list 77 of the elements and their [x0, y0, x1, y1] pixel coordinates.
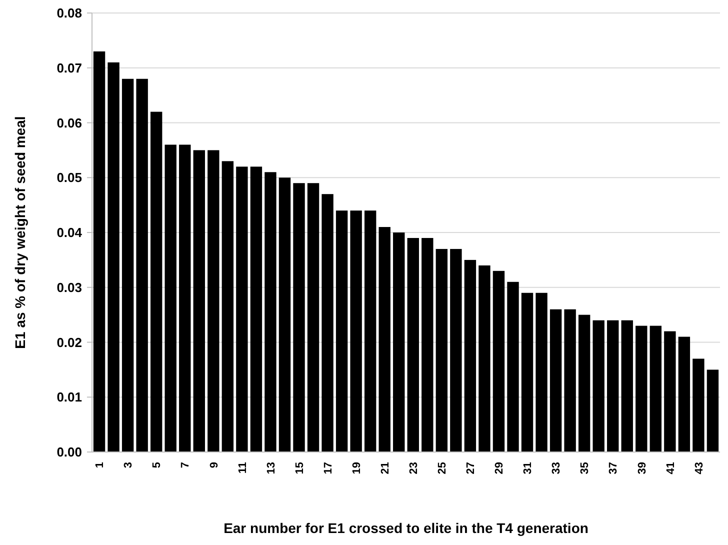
bar	[478, 265, 490, 452]
bar	[307, 183, 320, 452]
y-tick-label: 0.04	[56, 225, 83, 240]
y-tick-label: 0.07	[56, 60, 82, 76]
x-tick-label: 13	[265, 462, 278, 474]
y-tick-label: 0.03	[56, 280, 82, 295]
bar	[393, 232, 405, 452]
bar	[450, 248, 462, 452]
bar	[108, 62, 120, 452]
bar	[336, 210, 348, 452]
bar	[122, 78, 134, 452]
bar	[150, 112, 162, 452]
bar	[407, 238, 419, 452]
bar	[208, 150, 220, 452]
x-tick-label: 15	[294, 462, 306, 474]
bar	[93, 51, 106, 452]
bar	[550, 309, 562, 452]
x-tick-label: 7	[180, 462, 192, 468]
bar	[521, 292, 534, 452]
x-tick-label: 43	[693, 462, 706, 474]
x-tick-label: 35	[579, 462, 592, 474]
bar	[250, 166, 262, 452]
y-tick-label: 0.01	[56, 390, 82, 405]
bar	[136, 78, 148, 452]
bar	[664, 331, 676, 452]
y-axis-title: E1 as % of dry weight of seed meal	[12, 116, 28, 349]
y-tick-label: 0.05	[56, 170, 82, 186]
bar	[293, 183, 305, 452]
bar	[564, 309, 576, 452]
x-tick-label: 27	[465, 462, 478, 474]
x-tick-label: 33	[550, 462, 563, 474]
x-tick-label: 41	[664, 462, 677, 474]
bar	[692, 358, 704, 452]
bar	[578, 314, 590, 452]
x-tick-label: 39	[636, 462, 648, 474]
bar	[436, 248, 448, 452]
y-tick-label: 0.06	[56, 115, 82, 130]
y-tick-label: 0.00	[56, 444, 82, 460]
bar	[350, 210, 362, 452]
y-tick-label: 0.08	[56, 6, 82, 21]
bar	[422, 238, 434, 452]
bar	[264, 172, 276, 452]
bar	[706, 370, 719, 452]
bar	[222, 161, 234, 452]
x-axis-title: Ear number for E1 crossed to elite in the T4 generation	[224, 520, 588, 536]
x-tick-label: 23	[408, 462, 420, 474]
x-tick-label: 17	[322, 462, 334, 474]
x-tick-label: 11	[236, 462, 249, 474]
bar	[536, 292, 548, 452]
x-tick-label: 31	[522, 462, 534, 474]
x-tick-label: 9	[208, 462, 220, 468]
x-tick-label: 37	[608, 462, 620, 474]
bar	[164, 144, 176, 452]
x-tick-label: 1	[94, 462, 106, 468]
x-tick-label: 29	[494, 462, 506, 474]
bar	[179, 144, 191, 452]
bar	[636, 326, 648, 452]
bar	[278, 178, 291, 452]
bar	[492, 270, 505, 452]
bar	[607, 320, 619, 452]
bar	[378, 227, 390, 452]
x-tick-label: 3	[122, 462, 135, 468]
bar	[592, 320, 604, 452]
x-tick-label: 5	[151, 462, 164, 468]
bar	[650, 326, 662, 452]
y-tick-label: 0.02	[56, 334, 82, 350]
bar	[507, 282, 519, 452]
bar	[621, 320, 633, 452]
x-tick-label: 19	[350, 462, 363, 474]
bar	[678, 336, 690, 452]
bar	[364, 210, 376, 452]
bar	[193, 150, 205, 452]
bar	[322, 194, 334, 452]
x-tick-label: 21	[379, 462, 392, 474]
bar	[464, 260, 476, 452]
x-tick-label: 25	[436, 462, 449, 474]
bar	[236, 166, 248, 452]
